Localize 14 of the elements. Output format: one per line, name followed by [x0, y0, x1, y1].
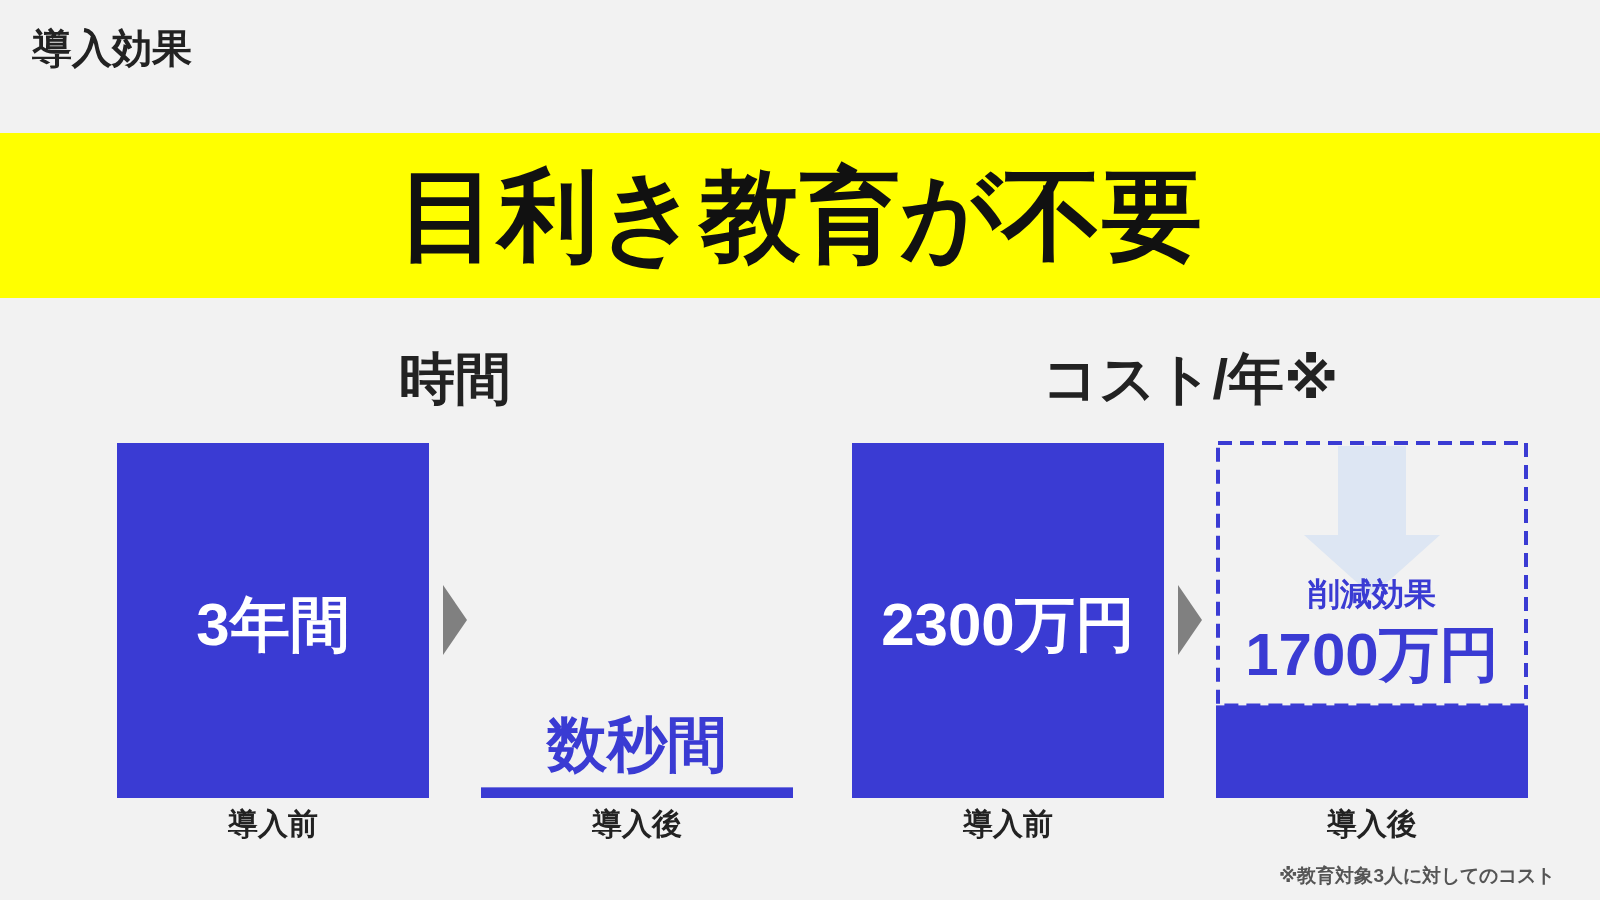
x-tick-label: 導入前	[962, 807, 1053, 840]
data-label: 1700万円	[1245, 621, 1499, 689]
data-label: 2300万円	[881, 590, 1135, 658]
chart-title: 導入効果	[31, 26, 192, 70]
x-tick-label: 導入後	[1326, 807, 1417, 840]
x-tick-label: 導入前	[227, 807, 318, 840]
x-tick-label: 導入後	[591, 807, 682, 840]
text: ※教育対象3人に対してのコスト	[1278, 865, 1555, 886]
annotation: 3年間	[196, 590, 350, 658]
annotation: 削減効果	[1307, 576, 1436, 613]
x-axis-title: コスト/年※	[1041, 347, 1339, 410]
annotation: 数秒間	[545, 711, 727, 779]
x-axis-title: 時間	[399, 347, 511, 410]
chart-subtitle: 目利き教育が不要	[398, 159, 1202, 271]
